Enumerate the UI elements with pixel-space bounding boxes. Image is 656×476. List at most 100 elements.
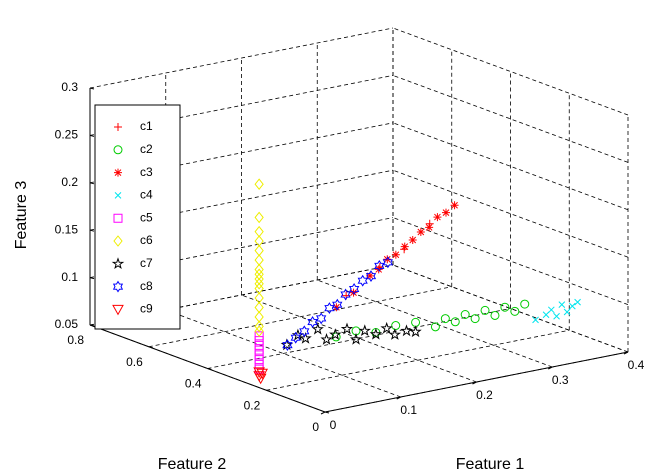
- legend-label: c9: [140, 302, 153, 316]
- point: [349, 332, 363, 345]
- legend-symbol: [113, 213, 123, 223]
- point: [290, 331, 301, 344]
- x-tick-label: 0.1: [400, 403, 417, 417]
- legend-symbol: [113, 235, 123, 247]
- point: [391, 321, 401, 331]
- point: [254, 268, 264, 281]
- point: [254, 350, 264, 360]
- legend-symbol: [114, 123, 122, 131]
- point: [520, 299, 530, 309]
- point: [500, 302, 510, 312]
- y-tick: [266, 389, 271, 392]
- point: [441, 208, 450, 217]
- z-tick: [89, 277, 95, 280]
- legend-label: c3: [140, 165, 153, 179]
- grid-line: [266, 329, 570, 391]
- y-tick: [148, 346, 153, 349]
- z-tick-label: 0.15: [55, 222, 79, 236]
- legend-symbol: [114, 192, 122, 199]
- grid-line: [207, 308, 511, 369]
- x-axis-label: Feature 1: [456, 456, 525, 473]
- point: [382, 256, 394, 269]
- z-tick: [89, 87, 95, 90]
- x-tick: [548, 366, 553, 370]
- point: [254, 345, 264, 355]
- legend-label: c1: [140, 119, 153, 133]
- z-tick: [89, 229, 95, 232]
- legend-label: c7: [140, 256, 153, 270]
- point: [311, 322, 324, 335]
- point: [547, 306, 555, 314]
- point: [254, 292, 264, 304]
- point: [254, 336, 264, 346]
- y-tick-label: 0.6: [126, 355, 143, 369]
- point: [380, 321, 393, 334]
- point: [558, 301, 566, 309]
- point: [340, 322, 354, 335]
- point: [254, 355, 264, 365]
- point: [256, 368, 269, 380]
- point: [563, 308, 571, 316]
- point: [254, 311, 264, 323]
- z-tick: [89, 324, 95, 327]
- point: [470, 314, 480, 324]
- point: [254, 225, 264, 238]
- x-tick-label: 0.2: [476, 388, 493, 402]
- z-tick: [89, 134, 95, 137]
- x-tick: [623, 351, 629, 355]
- points: [253, 178, 581, 385]
- y-tick: [207, 368, 212, 370]
- y-tick-label: 0.8: [67, 333, 84, 347]
- point: [408, 235, 417, 244]
- legend-symbol: [114, 168, 122, 177]
- point: [254, 263, 264, 276]
- x-tick: [320, 411, 326, 415]
- point: [574, 298, 581, 306]
- grid-line: [148, 286, 452, 348]
- legend-symbol: [113, 145, 123, 155]
- point: [358, 324, 371, 337]
- point: [340, 288, 351, 301]
- point: [409, 325, 422, 338]
- point: [254, 282, 264, 295]
- y-tick-label: 0.4: [185, 377, 202, 391]
- x-tick-label: 0.3: [552, 373, 569, 387]
- x-tick: [472, 381, 477, 385]
- point: [374, 259, 385, 272]
- point: [416, 227, 425, 236]
- grid-line: [89, 27, 394, 89]
- z-tick-label: 0.3: [61, 80, 78, 94]
- point: [253, 371, 265, 382]
- legend-label: c8: [140, 279, 153, 293]
- point: [282, 339, 293, 352]
- point: [324, 302, 335, 315]
- point: [369, 327, 383, 340]
- point: [532, 316, 539, 324]
- point: [433, 213, 442, 222]
- point: [366, 271, 375, 280]
- point: [254, 254, 264, 266]
- point: [480, 305, 490, 315]
- point: [568, 302, 576, 310]
- point: [315, 312, 327, 325]
- point: [400, 324, 413, 337]
- point: [425, 223, 434, 232]
- point: [348, 283, 360, 295]
- point: [307, 316, 318, 328]
- point: [357, 274, 368, 287]
- point: [299, 331, 312, 344]
- point: [254, 325, 264, 337]
- point: [254, 320, 264, 333]
- point: [320, 332, 333, 345]
- z-tick-label: 0.1: [61, 270, 78, 284]
- point: [254, 235, 264, 247]
- point: [253, 367, 265, 378]
- legend-box: [94, 104, 181, 330]
- point: [299, 325, 310, 338]
- point: [365, 270, 377, 283]
- point: [542, 311, 550, 319]
- point: [254, 277, 264, 290]
- point: [553, 312, 560, 320]
- z-tick-label: 0.25: [55, 128, 79, 142]
